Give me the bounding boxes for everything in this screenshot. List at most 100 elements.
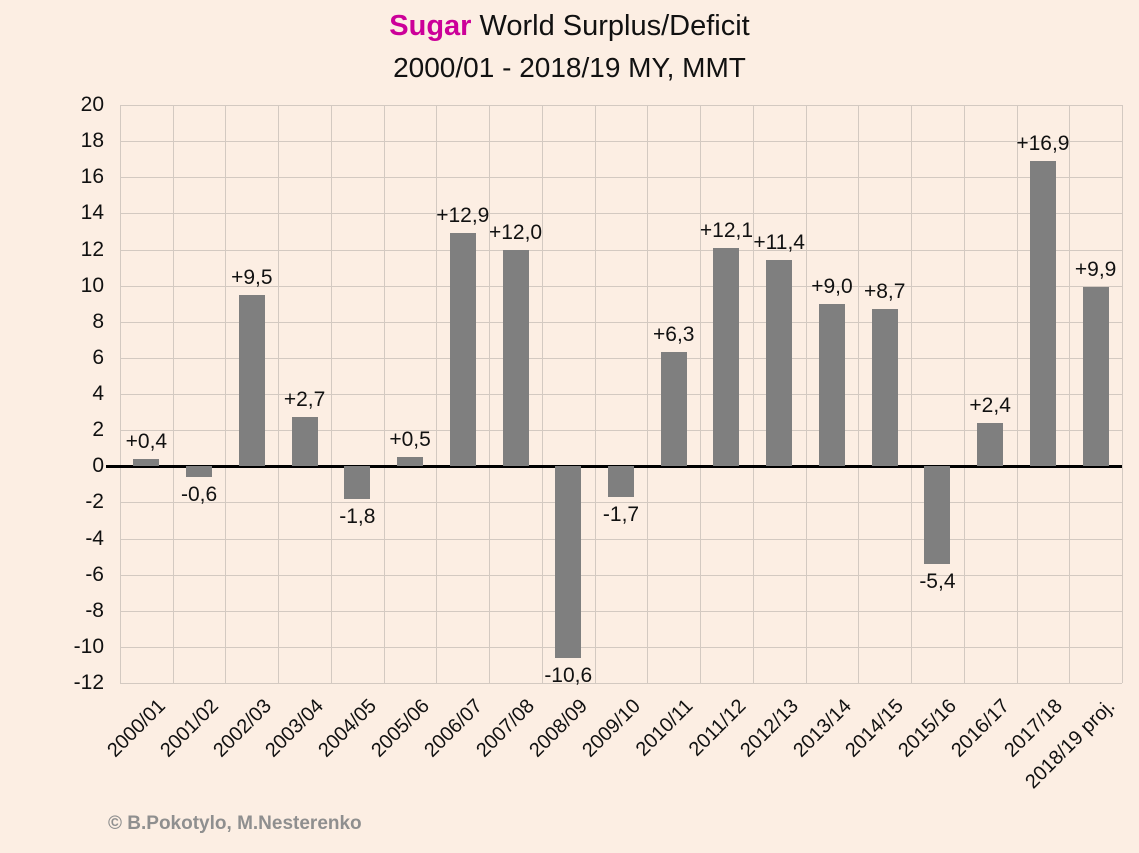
x-tick-label: 2006/07	[419, 695, 487, 762]
gridline-horizontal	[120, 683, 1122, 684]
gridline-horizontal	[120, 502, 1122, 504]
gridline-vertical	[1122, 105, 1123, 683]
bar	[608, 466, 634, 497]
y-tick-label: 2	[92, 418, 104, 442]
y-tick-label: 18	[80, 129, 104, 153]
gridline-vertical	[805, 105, 807, 683]
gridline-vertical	[594, 105, 596, 683]
y-tick-label: -4	[85, 526, 104, 550]
x-tick-label: 2001/02	[155, 695, 223, 762]
y-tick-label: 10	[80, 273, 104, 297]
bar	[871, 309, 898, 467]
gridline-vertical	[225, 105, 227, 683]
gridline-vertical	[120, 105, 121, 683]
y-tick-label: 20	[80, 93, 104, 116]
bar	[344, 466, 371, 499]
x-axis: 2000/01 2001/02 2002/03 2003/04 2004/05 2005/…	[103, 687, 1122, 827]
chart-title-highlight: Sugar	[389, 10, 472, 42]
y-tick-label: 4	[92, 382, 104, 405]
gridline-vertical	[383, 105, 385, 683]
gridline-vertical	[278, 105, 280, 683]
gridline-horizontal	[120, 646, 1122, 648]
bar-value-label: +9,9	[1074, 258, 1117, 282]
x-tick-label: 2003/04	[261, 695, 329, 762]
bar	[397, 457, 424, 467]
gridline-horizontal	[120, 574, 1122, 576]
bar-value-label: +9,0	[811, 274, 853, 298]
x-tick-label: 2013/14	[788, 695, 856, 762]
bar-value-label: +12,1	[699, 218, 754, 242]
bar	[133, 459, 160, 467]
gridline-horizontal	[120, 321, 1122, 323]
y-tick-label: 12	[80, 237, 104, 261]
bar-value-label: +12,9	[436, 204, 490, 228]
bar-value-label: +2,4	[969, 393, 1011, 417]
bar	[238, 294, 265, 467]
bar-value-label: +0,4	[125, 430, 168, 454]
x-tick-label: 2002/03	[208, 695, 276, 762]
x-tick-label: 2005/06	[366, 695, 434, 762]
gridline-horizontal	[120, 177, 1122, 179]
x-tick-label: 2016/17	[947, 695, 1014, 762]
bar-value-label: -10,6	[544, 663, 593, 687]
gridline-horizontal	[120, 141, 1122, 143]
gridline-vertical	[1016, 105, 1018, 683]
gridline-vertical	[963, 105, 965, 683]
bar-value-label: +12,0	[488, 220, 543, 244]
bar	[660, 352, 687, 467]
gridline-horizontal	[120, 538, 1122, 540]
bar	[291, 417, 318, 467]
x-tick-label: 2015/16	[894, 695, 961, 762]
bar-value-label: +8,7	[863, 280, 906, 304]
chart-title-rest: World Surplus/Deficit	[479, 10, 750, 42]
x-tick-label: 2014/15	[841, 695, 909, 762]
bar	[818, 303, 845, 467]
y-tick-label: -8	[85, 598, 104, 622]
gridline-horizontal	[120, 610, 1122, 612]
gridline-vertical	[911, 105, 913, 683]
gridline-horizontal	[120, 249, 1122, 251]
y-tick-label: 14	[80, 201, 104, 225]
bar-value-label: +2,7	[283, 388, 326, 412]
bar	[555, 466, 582, 658]
bar-value-label: -1,7	[602, 502, 640, 526]
y-tick-label: 6	[92, 345, 104, 369]
gridline-vertical	[647, 105, 649, 683]
bar-value-label: -1,8	[339, 504, 376, 528]
chart-title: Sugar World Surplus/Deficit	[0, 8, 1139, 44]
bar-value-label: +16,9	[1016, 131, 1070, 155]
y-tick-label: -6	[85, 562, 104, 586]
gridline-horizontal	[120, 285, 1122, 287]
bar-value-label: +11,4	[753, 231, 805, 255]
bar-value-label: -0,6	[181, 483, 218, 507]
x-tick-label: 2000/01	[103, 695, 170, 762]
x-tick-label: 2008/09	[525, 695, 592, 762]
bar	[449, 233, 476, 467]
bar-value-label: -5,4	[919, 569, 956, 593]
bar-value-label: +9,5	[231, 265, 273, 289]
gridline-vertical	[700, 105, 702, 683]
gridline-vertical	[541, 105, 543, 683]
y-axis: 20 18 16 14 12 10 8 6 4 2 0 -2 -4 -6 -8 -10 -12	[0, 93, 110, 694]
bar	[766, 260, 793, 467]
copyright-note: © B.Pokotylo, M.Nesterenko	[108, 813, 362, 834]
bar-value-label: +6,3	[653, 323, 695, 347]
gridline-vertical	[858, 105, 860, 683]
bar	[1082, 287, 1109, 467]
gridline-horizontal	[120, 394, 1122, 395]
gridline-vertical	[172, 105, 174, 683]
gridline-vertical	[1069, 105, 1071, 683]
bar	[977, 422, 1004, 467]
gridline-horizontal	[120, 213, 1122, 215]
y-tick-label: 8	[92, 309, 104, 333]
bar	[502, 249, 529, 467]
gridline-vertical	[436, 105, 438, 683]
bar	[924, 466, 951, 564]
bar	[713, 247, 740, 467]
gridline-horizontal	[120, 430, 1122, 432]
x-tick-label: 2010/11	[631, 695, 698, 761]
chart-subtitle: 2000/01 - 2018/19 MY, MMT	[393, 52, 746, 83]
bar-value-label: +0,5	[389, 428, 431, 452]
x-tick-label: 2012/13	[736, 695, 803, 762]
